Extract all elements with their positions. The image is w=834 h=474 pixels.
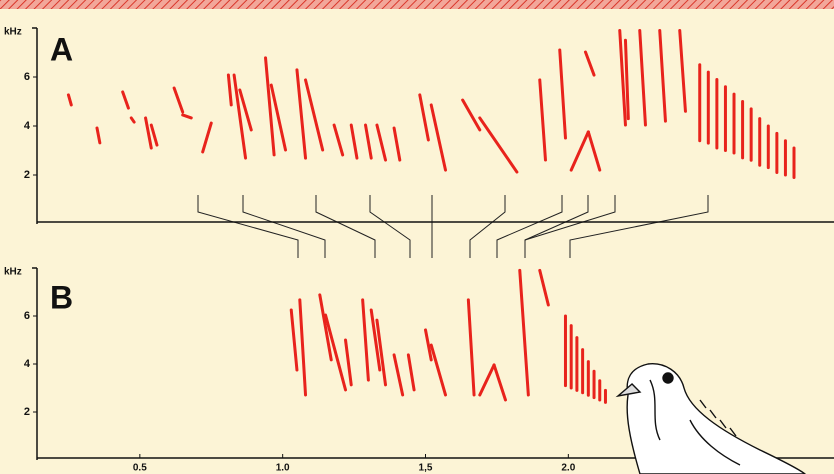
syllable — [144, 116, 153, 150]
syllable — [618, 28, 627, 127]
syllable — [232, 73, 248, 160]
syllable — [424, 328, 433, 362]
syllable — [406, 353, 416, 392]
syllable — [583, 50, 596, 77]
syllable — [569, 130, 590, 172]
syllable — [201, 121, 213, 154]
syllable — [638, 28, 647, 127]
syllable — [295, 68, 308, 160]
syllable — [318, 293, 333, 362]
bird-illustration — [615, 363, 807, 474]
syllable — [518, 268, 530, 397]
syllable — [349, 123, 359, 160]
syllable — [392, 353, 405, 397]
syllable — [269, 83, 288, 152]
syllable — [226, 73, 233, 107]
syllable — [538, 268, 550, 307]
syllable — [392, 126, 402, 162]
syllable — [478, 116, 519, 174]
syllable — [375, 318, 388, 387]
x-tick-label: 0.5 — [133, 463, 147, 474]
syllable — [623, 38, 630, 121]
syllable — [149, 123, 159, 147]
syllable — [492, 363, 507, 402]
syllable — [369, 308, 382, 372]
syllable — [344, 338, 353, 387]
panel-label: A — [50, 31, 73, 67]
syllable — [538, 78, 547, 162]
y-axis-label: kHz — [4, 267, 22, 278]
syllable — [429, 103, 447, 172]
syllable — [332, 123, 345, 157]
syllable — [298, 298, 308, 397]
y-tick-label: 2 — [24, 406, 30, 418]
syllable — [375, 123, 388, 162]
syllable — [238, 88, 253, 132]
syllable — [304, 78, 325, 152]
y-tick-label: 6 — [24, 310, 30, 322]
syllable — [361, 298, 370, 382]
x-tick-label: 2.0 — [561, 463, 575, 474]
syllable — [466, 298, 476, 397]
syllable — [429, 343, 447, 397]
x-tick-label: 1,5 — [419, 463, 433, 474]
syllable — [558, 48, 567, 140]
connectors — [197, 195, 709, 258]
y-axis-label: kHz — [4, 27, 22, 38]
syllable — [264, 56, 276, 157]
y-tick-label: 4 — [24, 120, 31, 132]
syllable — [66, 93, 73, 107]
y-tick-label: 4 — [24, 358, 31, 370]
syllable — [324, 313, 348, 392]
syllable — [586, 130, 602, 172]
syllable — [478, 363, 496, 397]
x-tick-label: 1.0 — [276, 463, 290, 474]
syllable — [658, 28, 667, 123]
y-tick-label: 2 — [24, 169, 30, 181]
syllable — [95, 126, 102, 145]
syllable — [129, 116, 136, 124]
syllable — [461, 98, 482, 132]
syllable — [418, 93, 430, 142]
syllable — [172, 86, 185, 114]
syllable — [364, 123, 373, 160]
syllable — [121, 90, 130, 110]
panel-label: B — [50, 279, 73, 315]
syllable — [678, 28, 687, 113]
top-band — [0, 0, 834, 9]
y-tick-label: 6 — [24, 71, 30, 83]
syllable — [289, 308, 299, 372]
syllable — [181, 113, 193, 120]
